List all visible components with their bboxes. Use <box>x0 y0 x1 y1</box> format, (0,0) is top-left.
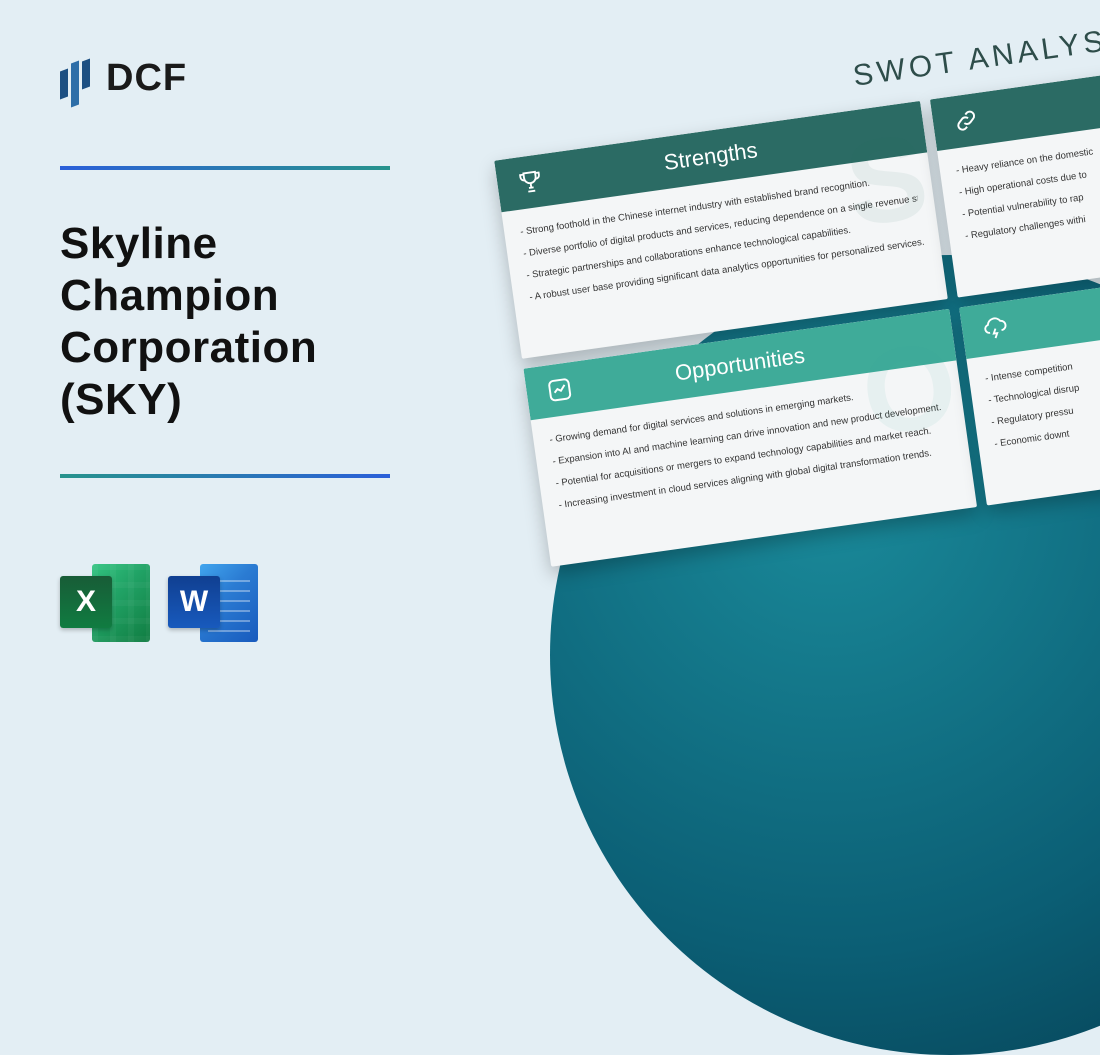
strengths-title: Strengths <box>662 137 759 176</box>
left-panel: DCF SkylineChampionCorporation(SKY) X W <box>60 50 460 648</box>
excel-icon[interactable]: X <box>60 558 150 648</box>
link-icon <box>949 104 983 138</box>
file-icons-row: X W <box>60 558 460 648</box>
logo-text: DCF <box>106 57 187 100</box>
opportunities-title: Opportunities <box>673 343 806 387</box>
logo: DCF <box>60 50 460 106</box>
divider-top <box>60 166 390 170</box>
divider-bottom <box>60 474 390 478</box>
storm-cloud-icon <box>978 312 1012 346</box>
swot-grid: Strengths S - Strong foothold in the Chi… <box>494 63 1100 566</box>
swot-threats-card: - Intense competition- Technological dis… <box>959 271 1100 505</box>
word-icon[interactable]: W <box>168 558 258 648</box>
trophy-icon <box>514 165 548 199</box>
swot-weaknesses-card: - Heavy reliance on the domestic- High o… <box>930 63 1100 297</box>
logo-bars-icon <box>60 50 100 106</box>
chart-line-icon <box>543 373 577 407</box>
swot-stage: SWOT ANALYSIS Strengths S - Strong footh… <box>487 14 1100 626</box>
page-title: SkylineChampionCorporation(SKY) <box>60 218 460 426</box>
